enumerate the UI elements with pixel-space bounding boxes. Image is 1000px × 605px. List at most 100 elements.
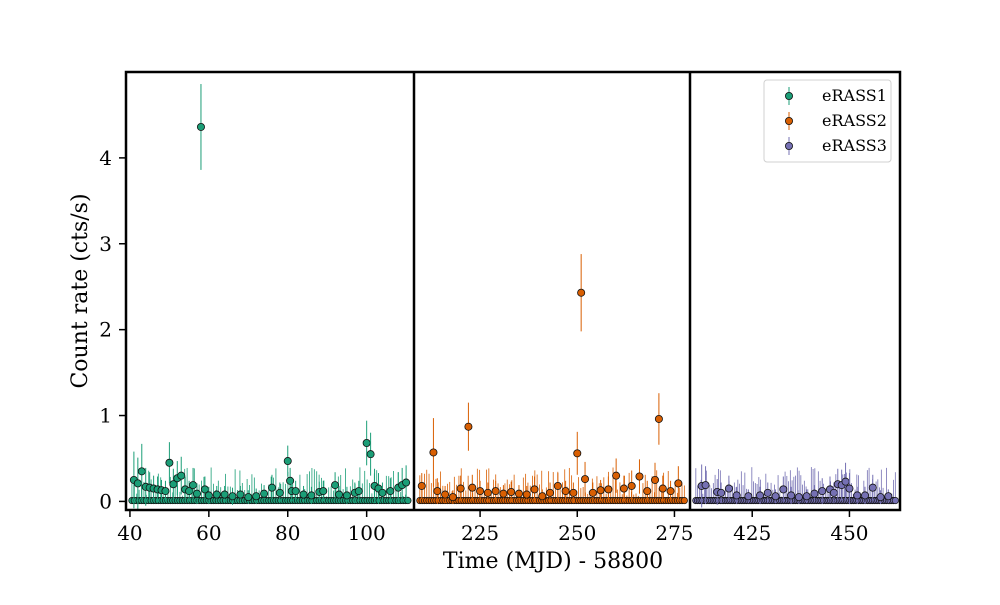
data-point: [212, 490, 221, 499]
y-tick-label: 3: [99, 232, 112, 256]
data-point: [196, 122, 205, 131]
data-point: [876, 493, 885, 502]
data-point: [553, 481, 562, 490]
data-point: [228, 492, 237, 501]
data-point: [137, 467, 146, 476]
data-point: [717, 488, 726, 497]
data-point: [417, 481, 426, 490]
data-point: [763, 488, 772, 497]
data-point: [161, 487, 170, 496]
y-axis: 0 1 2 3 4: [99, 146, 126, 513]
legend-marker: [785, 117, 794, 126]
data-point: [771, 492, 780, 501]
x-tick-label: 100: [348, 521, 386, 545]
data-point: [841, 477, 850, 486]
data-point: [275, 488, 284, 497]
data-point: [514, 489, 523, 498]
data-point: [818, 487, 827, 496]
data-points-erass2: [417, 254, 683, 504]
data-point: [744, 492, 753, 501]
panel-erass3: [692, 462, 899, 508]
chart-panels: [128, 84, 899, 510]
legend-label: eRASS3: [822, 136, 887, 155]
data-point: [756, 491, 765, 500]
data-point: [468, 483, 477, 492]
x-axis-label: Time (MJD) - 58800: [443, 549, 663, 574]
data-point: [810, 489, 819, 498]
x-tick-label: 250: [558, 521, 596, 545]
data-point: [177, 471, 186, 480]
data-point: [787, 491, 796, 500]
legend-label: eRASS1: [822, 86, 887, 105]
data-point: [666, 487, 675, 496]
data-point: [627, 481, 636, 490]
y-tick-label: 2: [99, 318, 112, 342]
x-tick-label: 450: [830, 521, 868, 545]
data-point: [354, 487, 363, 496]
y-axis-label: Count rate (cts/s): [68, 193, 93, 388]
data-point: [244, 493, 253, 502]
data-point: [522, 490, 531, 499]
data-points-erass3: [697, 462, 893, 508]
data-point: [701, 481, 710, 490]
data-point: [189, 481, 198, 490]
data-point: [283, 457, 292, 466]
x-tick-label: 275: [655, 521, 693, 545]
data-point: [674, 479, 683, 488]
data-point: [307, 491, 316, 500]
data-point: [362, 439, 371, 448]
data-point: [464, 422, 473, 431]
baseline-point: [680, 497, 688, 505]
data-point: [604, 485, 613, 494]
y-tick-label: 0: [99, 489, 112, 513]
data-point: [402, 478, 411, 487]
data-point: [286, 476, 295, 485]
data-point: [779, 485, 788, 494]
data-point: [829, 488, 838, 497]
data-point: [538, 492, 547, 501]
x-tick-label: 225: [461, 521, 499, 545]
data-point: [658, 484, 667, 493]
x-tick-label: 80: [275, 521, 300, 545]
data-point: [561, 487, 570, 496]
legend-label: eRASS2: [822, 111, 887, 130]
data-point: [802, 492, 811, 501]
data-point: [291, 487, 300, 496]
data-point: [483, 488, 492, 497]
data-point: [448, 493, 457, 502]
data-point: [588, 488, 597, 497]
data-point: [252, 492, 261, 501]
data-point: [342, 491, 351, 500]
y-tick-label: 4: [99, 146, 112, 170]
data-points-erass1: [129, 84, 411, 510]
data-point: [386, 487, 395, 496]
data-point: [612, 471, 621, 480]
data-point: [507, 487, 516, 496]
data-point: [635, 472, 644, 481]
data-point: [491, 487, 500, 496]
baseline-point: [891, 497, 899, 505]
data-point: [335, 490, 344, 499]
data-point: [165, 458, 174, 467]
y-tick-label: 1: [99, 404, 112, 428]
data-point: [569, 488, 578, 497]
data-point: [651, 475, 660, 484]
legend-box: [763, 79, 892, 163]
data-point: [619, 484, 628, 493]
data-point: [456, 484, 465, 493]
data-point: [236, 490, 245, 499]
data-point: [732, 491, 741, 500]
chart-frame: 40 60 80 100 225 250 275 425 450: [117, 70, 902, 545]
data-point: [476, 487, 485, 496]
data-point: [433, 487, 442, 496]
data-point: [366, 450, 375, 459]
x-tick-label: 425: [733, 521, 771, 545]
data-point: [429, 448, 438, 457]
data-point: [868, 483, 877, 492]
data-point: [378, 488, 387, 497]
legend-marker: [785, 141, 794, 150]
data-point: [794, 493, 803, 502]
data-point: [193, 489, 202, 498]
data-point: [853, 491, 862, 500]
